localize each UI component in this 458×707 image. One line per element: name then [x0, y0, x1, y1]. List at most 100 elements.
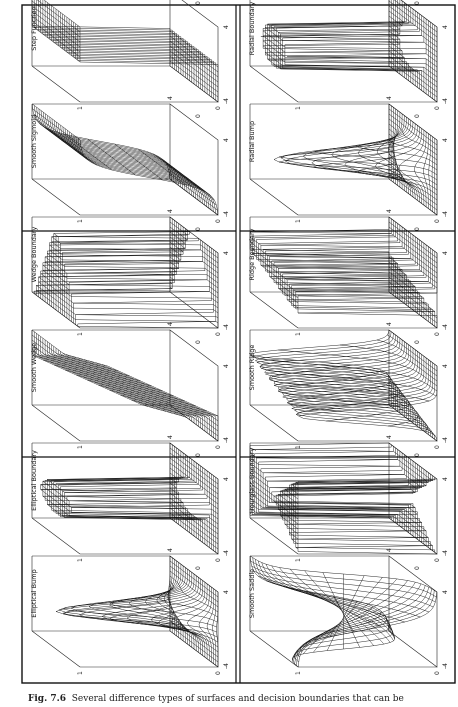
- mesh-line: [62, 352, 201, 428]
- mesh-line: [53, 7, 193, 83]
- mesh-line: [278, 12, 418, 88]
- box-top: [31, 517, 81, 555]
- mesh-line: [431, 136, 433, 212]
- box-top: [249, 65, 299, 103]
- panel-title: Smooth Ridge: [248, 345, 256, 391]
- mesh-line: [388, 103, 438, 141]
- mesh-line: [264, 15, 438, 53]
- mesh-line: [326, 384, 410, 422]
- axis-box: [169, 555, 219, 668]
- mesh-line: [98, 384, 219, 422]
- mesh-line: [314, 605, 373, 643]
- mesh-line: [275, 236, 416, 312]
- tick-label-z: 1: [295, 671, 302, 675]
- mesh-line: [109, 389, 219, 427]
- mesh-line: [262, 452, 403, 528]
- mesh-line: [40, 266, 219, 304]
- panel-title: Hourglass Boundary: [248, 448, 256, 514]
- mesh-line: [297, 478, 438, 555]
- mesh-line: [107, 365, 219, 441]
- mesh-line: [71, 133, 210, 209]
- mesh-line: [388, 291, 438, 329]
- mesh-line: [251, 565, 436, 603]
- panel-title: Radial Boundary: [248, 2, 256, 56]
- panel-title: Smooth Saddle: [248, 569, 256, 618]
- mesh-line: [293, 625, 394, 663]
- mesh-line: [388, 329, 438, 367]
- mesh-line: [169, 30, 219, 68]
- mesh-line: [254, 333, 394, 409]
- mesh-line: [269, 364, 430, 402]
- tick-label-y: 0: [195, 340, 202, 344]
- mesh-line: [83, 359, 210, 435]
- mesh-line: [31, 329, 108, 367]
- mesh-line: [51, 231, 190, 307]
- mesh-line: [265, 564, 396, 640]
- mesh-line: [31, 0, 171, 66]
- tick-label-x: -4: [223, 437, 230, 443]
- mesh-line: [31, 10, 81, 48]
- tick-label-x: 4: [223, 364, 230, 368]
- mesh-line: [388, 0, 438, 38]
- mesh-line: [266, 10, 438, 48]
- mesh-line: [249, 492, 419, 530]
- mesh-line: [73, 135, 212, 211]
- mesh-line: [297, 366, 438, 442]
- tick-label-y: 4: [386, 548, 393, 552]
- mesh-line: [278, 349, 416, 425]
- mesh-line: [251, 251, 438, 289]
- mesh-line: [269, 457, 409, 533]
- mesh-line: [169, 60, 219, 98]
- tick-label-z: 0: [215, 106, 222, 110]
- mesh-line: [50, 221, 219, 259]
- mesh-line: [169, 173, 218, 211]
- mesh-line: [388, 442, 438, 480]
- mesh-line: [273, 461, 414, 536]
- mesh-line: [269, 343, 407, 419]
- mesh-line: [387, 334, 438, 372]
- figure-caption: Fig. 7.6 Several difference types of sur…: [28, 691, 458, 707]
- tick-label-x: -4: [223, 211, 230, 217]
- mesh-line: [388, 517, 438, 555]
- mesh-line: [252, 557, 391, 633]
- mesh-line: [264, 40, 438, 78]
- mesh-line: [249, 246, 438, 284]
- mesh-line: [296, 590, 435, 666]
- panel-title: Smooth Wedge: [30, 343, 38, 392]
- tick-label-y: 4: [167, 96, 174, 100]
- mesh-line: [31, 25, 81, 63]
- mesh-line: [339, 344, 438, 382]
- mesh-line: [44, 246, 219, 284]
- mesh-line: [64, 15, 203, 91]
- mesh-line: [169, 502, 219, 540]
- mesh-line: [271, 565, 394, 641]
- mesh-line: [293, 249, 433, 325]
- mesh-line: [250, 560, 437, 598]
- mesh-line: [73, 248, 212, 324]
- mesh-line: [198, 587, 212, 663]
- mesh-line: [153, 153, 202, 191]
- mesh-line: [388, 216, 438, 254]
- mesh-line: [311, 125, 418, 201]
- tick-label-z: 1: [77, 445, 84, 449]
- panel-title: Elliptical Boundary: [30, 450, 38, 511]
- mesh-line: [156, 562, 179, 638]
- tick-label-y: 4: [167, 435, 174, 439]
- mesh-line: [312, 133, 438, 171]
- mesh-line: [47, 341, 185, 417]
- mesh-line: [169, 35, 219, 73]
- mesh-line: [258, 560, 395, 636]
- mesh-line: [169, 447, 219, 485]
- tick-label-y: 4: [386, 435, 393, 439]
- mesh-line: [169, 40, 219, 78]
- mesh-line: [49, 230, 188, 306]
- mesh-line: [249, 477, 299, 515]
- mesh-line: [294, 588, 432, 664]
- mesh-line: [292, 585, 426, 661]
- mesh-line: [267, 4, 407, 80]
- tick-label-x: 4: [442, 251, 449, 255]
- mesh-line: [388, 286, 438, 324]
- mesh-line: [62, 126, 201, 202]
